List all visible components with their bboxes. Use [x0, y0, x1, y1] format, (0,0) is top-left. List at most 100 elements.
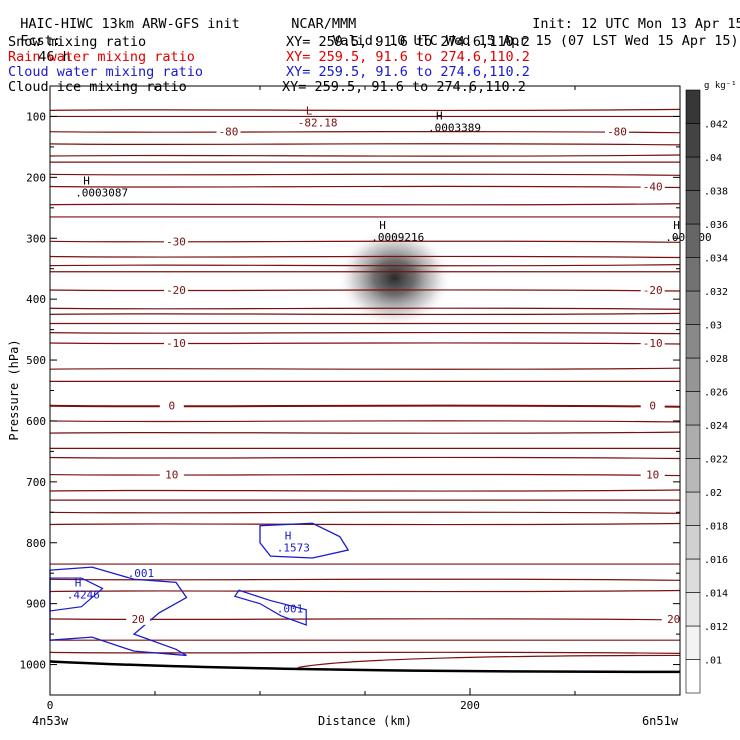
isotherm-label: -80: [607, 126, 627, 139]
colorbar-label: .03: [704, 321, 722, 332]
x-axis-label: Distance (km): [318, 714, 412, 728]
valid-time: Valid: 10 UTC Wed 15 Apr 15 (07 LST Wed …: [316, 17, 738, 49]
isotherm-label-bg: [164, 335, 188, 349]
colorbar-label: .02: [704, 488, 722, 499]
org-text: NCAR/MMM: [291, 16, 357, 32]
colorbar-cell: [685, 525, 701, 560]
colorbar-cell: [685, 391, 701, 426]
colorbar-label: .026: [704, 388, 728, 399]
cloud-ice-max-shade: [336, 227, 453, 328]
isotherm: [49, 367, 681, 370]
extremum-value: .1573: [277, 542, 310, 555]
plot-frame: [49, 85, 681, 696]
title-text: HAIC-HIWC 13km ARW-GFS init: [20, 16, 240, 32]
isotherm-near-ground: [297, 654, 681, 669]
colorbar-label: .032: [704, 287, 728, 298]
y-tick-label: 700: [26, 476, 46, 489]
y-tick-label: 800: [26, 537, 46, 550]
isotherm-labeled: [49, 404, 681, 408]
isotherm-label: 20: [132, 613, 145, 626]
isotherm: [49, 108, 681, 112]
terrain-line: [49, 654, 681, 674]
field-cloudwater-xy: XY= 259.5, 91.6 to 274.6,110.2: [286, 64, 530, 80]
colorbar-cell: [685, 223, 701, 258]
isotherm: [49, 255, 681, 259]
x-end-label: 6n51w: [642, 714, 679, 728]
y-tick-label: 100: [26, 110, 46, 123]
isotherm-label-bg: [216, 124, 241, 138]
extremum-marker: H: [285, 530, 292, 543]
x-tick-label: 200: [460, 699, 480, 712]
colorbar-label: .014: [704, 589, 728, 600]
colorbar-label: .016: [704, 555, 728, 566]
y-tick-label: 300: [26, 232, 46, 245]
isotherm-label-bg: [640, 283, 665, 297]
isotherm-label-bg: [605, 124, 629, 138]
field-rain-xy: XY= 259.5, 91.6 to 274.6,110.2: [286, 49, 530, 65]
field-cloudice-xy: XY= 259.5, 91.6 to 274.6,110.2: [282, 79, 526, 95]
colorbar-cell: [685, 89, 701, 124]
colorbar-label: .01: [704, 656, 722, 667]
field-snow-xy: XY= 259.5, 91.6 to 274.6,110.2: [286, 34, 530, 50]
extremum-marker: H: [75, 577, 82, 590]
isotherm: [49, 143, 681, 146]
isotherm-labeled: [49, 240, 681, 243]
isotherm: [49, 264, 681, 267]
isotherm-label-bg: [640, 179, 665, 193]
cloud-water-label: .001: [128, 567, 155, 580]
fcst-label: Fcst:: [20, 33, 61, 49]
isotherm-labeled: [49, 473, 681, 477]
init-time: Init: 12 UTC Mon 13 Apr 15: [516, 0, 740, 32]
isotherm-labeled: [49, 185, 681, 189]
y-tick-label: 900: [26, 598, 46, 611]
isotherm: [49, 578, 681, 581]
isotherm-label: -80: [219, 126, 239, 139]
isotherm-label: -20: [643, 284, 663, 297]
x-tick-label: 0: [47, 699, 54, 712]
isotherm-label: 10: [165, 469, 178, 482]
cloud-water-contour: [233, 589, 307, 626]
cloud-water-label: .001: [277, 603, 304, 616]
colorbar-cell: [685, 659, 701, 694]
isotherm-label-bg: [164, 283, 188, 297]
colorbar-cell: [685, 491, 701, 526]
isotherm-label-bg: [159, 467, 184, 481]
isotherm-label: 0: [168, 400, 175, 413]
field-cloudwater-name: Cloud water mixing ratio: [8, 64, 204, 80]
isotherm: [49, 154, 681, 157]
isotherm-labeled: [49, 289, 681, 292]
extremum-marker: H: [83, 175, 90, 188]
isotherm-label-bg: [640, 398, 665, 412]
temperature-contours: [49, 108, 681, 654]
field-cloudice-name: Cloud ice mixing ratio: [8, 79, 187, 95]
isotherm: [49, 312, 681, 316]
y-tick-label: 600: [26, 415, 46, 428]
isotherm-label: 10: [646, 469, 659, 482]
extremum-value: .0003389: [428, 121, 481, 134]
colorbar-label: .024: [704, 421, 728, 432]
isotherm: [49, 522, 681, 526]
isotherm-label: -40: [643, 180, 663, 193]
isotherm: [49, 331, 681, 335]
isotherm-label: -10: [643, 337, 663, 350]
title: HAIC-HIWC 13km ARW-GFS init: [4, 0, 240, 32]
isotherm: [49, 511, 681, 514]
isotherm-label-bg: [159, 398, 184, 412]
colorbar-cell: [685, 357, 701, 392]
colorbar-cell: [685, 123, 701, 158]
isotherm-label-bg: [126, 611, 151, 625]
isotherm: [49, 203, 681, 206]
y-axis-label: Pressure (hPa): [7, 339, 21, 440]
isotherm: [49, 589, 681, 593]
colorbar-label: .012: [704, 622, 728, 633]
colorbar-cell: [685, 190, 701, 225]
isotherm: [49, 489, 681, 492]
colorbar-label: .028: [704, 354, 728, 365]
isotherm-label: -10: [166, 337, 186, 350]
extremum-value: .4246: [67, 589, 100, 602]
extremum-marker: H: [673, 219, 680, 232]
cloud-ice-shading: [336, 227, 453, 328]
y-tick-label: 200: [26, 171, 46, 184]
